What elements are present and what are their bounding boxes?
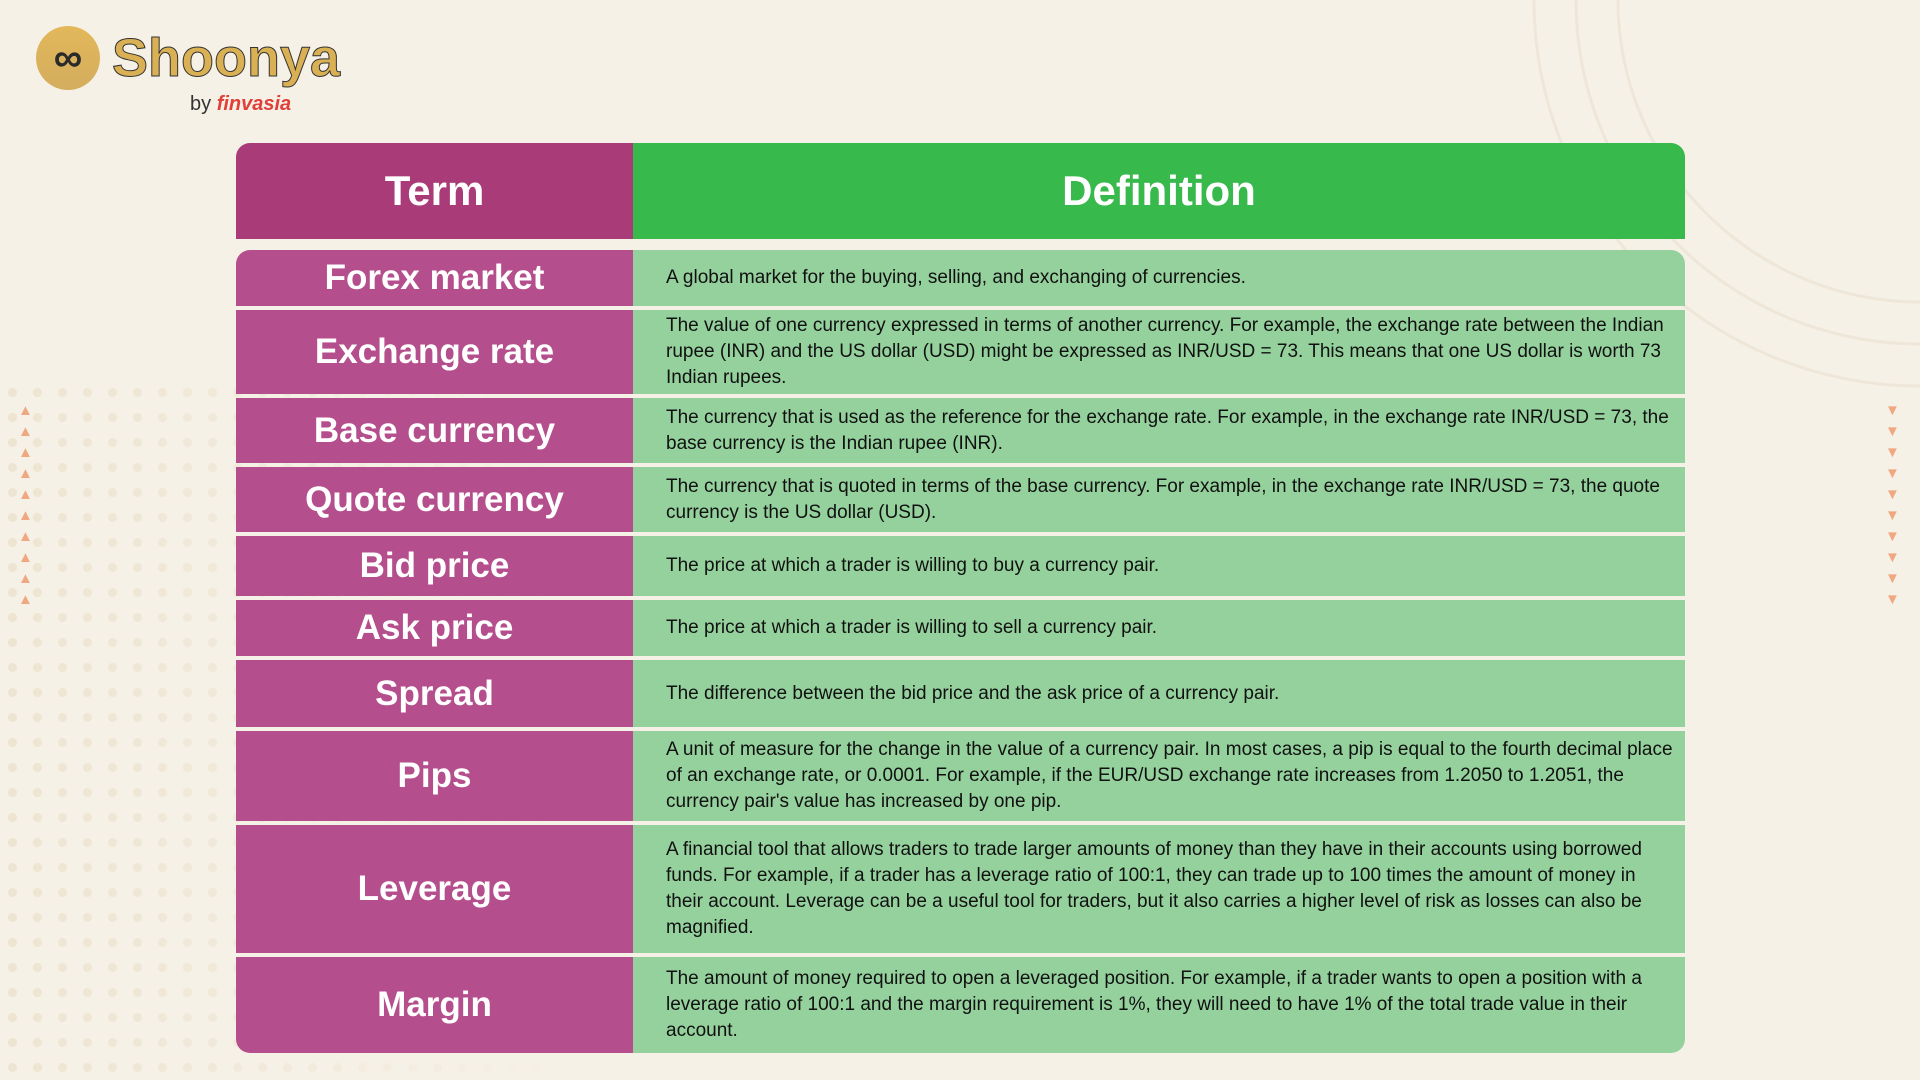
definition-cell: A unit of measure for the change in the … (633, 731, 1685, 821)
definition-cell: The price at which a trader is willing t… (633, 536, 1685, 596)
term-cell: Quote currency (236, 467, 633, 532)
definition-cell: A financial tool that allows traders to … (633, 825, 1685, 953)
definition-cell: The amount of money required to open a l… (633, 957, 1685, 1053)
table-row: Pips A unit of measure for the change in … (236, 731, 1685, 821)
definition-cell: The currency that is used as the referen… (633, 398, 1685, 463)
table-row: Quote currency The currency that is quote… (236, 467, 1685, 532)
table-row: Bid price The price at which a trader is … (236, 536, 1685, 596)
by-text: by (190, 93, 212, 115)
table-row: Margin The amount of money required to op… (236, 957, 1685, 1053)
term-cell: Bid price (236, 536, 633, 596)
table-row: Leverage A financial tool that allows tra… (236, 825, 1685, 953)
term-cell: Margin (236, 957, 633, 1053)
definition-cell: The price at which a trader is willing t… (633, 600, 1685, 656)
table-row: Ask price The price at which a trader is … (236, 600, 1685, 656)
term-cell: Leverage (236, 825, 633, 953)
table-header: Term Definition (236, 143, 1685, 239)
table-row: Base currency The currency that is used a… (236, 398, 1685, 463)
terms-table: Forex market A global market for the buyi… (236, 250, 1685, 1057)
definition-cell: A global market for the buying, selling,… (633, 250, 1685, 306)
down-triangles-decoration: ▼ ▼ ▼ ▼ ▼ ▼ ▼ ▼ ▼ ▼ (1885, 402, 1900, 608)
up-triangles-decoration: ▲ ▲ ▲ ▲ ▲ ▲ ▲ ▲ ▲ ▲ (18, 402, 33, 608)
term-cell: Ask price (236, 600, 633, 656)
term-cell: Exchange rate (236, 310, 633, 394)
table-row: Spread The difference between the bid pri… (236, 660, 1685, 727)
by-finvasia: by finvasia (190, 93, 291, 115)
table-row: Forex market A global market for the buyi… (236, 250, 1685, 306)
term-header: Term (236, 143, 633, 239)
term-cell: Spread (236, 660, 633, 727)
definition-cell: The difference between the bid price and… (633, 660, 1685, 727)
term-cell: Pips (236, 731, 633, 821)
brand-name: Shoonya (111, 28, 341, 88)
term-cell: Forex market (236, 250, 633, 306)
finvasia-text: finvasia (216, 93, 292, 115)
infinity-logo-icon: ∞ (36, 26, 100, 90)
definition-header: Definition (633, 143, 1685, 239)
table-row: Exchange rate The value of one currency e… (236, 310, 1685, 394)
definition-cell: The value of one currency expressed in t… (633, 310, 1685, 394)
shoonya-logo: ∞ Shoonya (36, 26, 341, 90)
definition-cell: The currency that is quoted in terms of … (633, 467, 1685, 532)
term-cell: Base currency (236, 398, 633, 463)
